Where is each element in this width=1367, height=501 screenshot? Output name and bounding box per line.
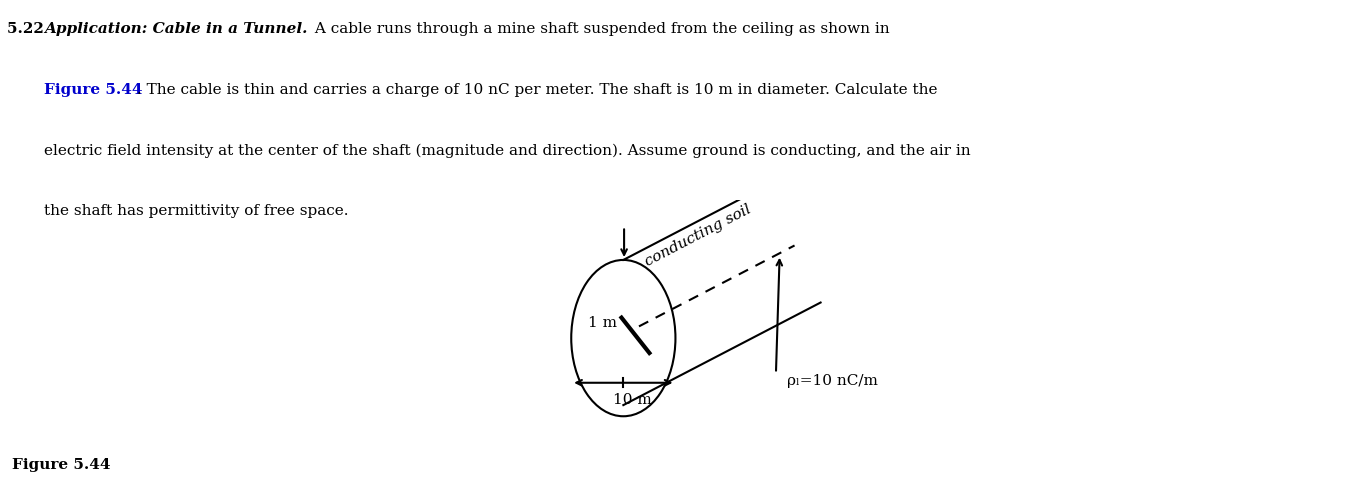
Text: conducting soil: conducting soil bbox=[642, 202, 753, 269]
Text: 10 m: 10 m bbox=[614, 392, 652, 406]
Text: 5.22: 5.22 bbox=[7, 22, 49, 36]
Text: A cable runs through a mine shaft suspended from the ceiling as shown in: A cable runs through a mine shaft suspen… bbox=[310, 22, 890, 36]
Text: Application: Cable in a Tunnel.: Application: Cable in a Tunnel. bbox=[44, 22, 308, 36]
Text: ρₗ=10 nC/m: ρₗ=10 nC/m bbox=[787, 374, 878, 388]
Text: 1 m: 1 m bbox=[588, 316, 618, 330]
Text: Figure 5.44: Figure 5.44 bbox=[12, 458, 111, 472]
Text: Figure 5.44: Figure 5.44 bbox=[44, 83, 142, 97]
Text: the shaft has permittivity of free space.: the shaft has permittivity of free space… bbox=[44, 204, 349, 218]
Text: . The cable is thin and carries a charge of 10 nC per meter. The shaft is 10 m i: . The cable is thin and carries a charge… bbox=[137, 83, 938, 97]
Text: electric field intensity at the center of the shaft (magnitude and direction). A: electric field intensity at the center o… bbox=[44, 143, 971, 158]
